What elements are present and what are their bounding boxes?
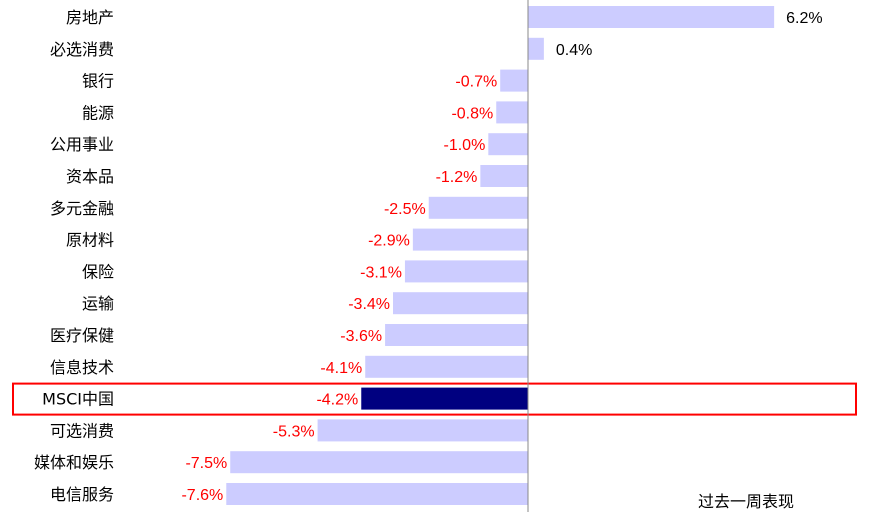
value-label: -1.2% bbox=[436, 169, 478, 186]
bar bbox=[365, 355, 528, 378]
value-label: -0.8% bbox=[451, 105, 493, 122]
category-label: 公用事业 bbox=[50, 135, 114, 154]
chart-note: 过去一周表现 bbox=[698, 492, 795, 511]
value-label: -3.6% bbox=[340, 328, 382, 345]
highlight-box bbox=[12, 382, 857, 416]
value-label: -7.6% bbox=[181, 487, 223, 504]
value-label: -2.5% bbox=[384, 201, 426, 218]
category-label: 医疗保健 bbox=[50, 326, 114, 345]
value-label: -0.7% bbox=[455, 74, 497, 91]
bar bbox=[226, 483, 528, 505]
category-label: 媒体和娱乐 bbox=[34, 453, 114, 472]
value-label: -2.9% bbox=[368, 233, 410, 250]
highlight-bar bbox=[361, 387, 528, 410]
bar bbox=[528, 37, 544, 60]
bar bbox=[428, 196, 528, 219]
category-label: 资本品 bbox=[66, 167, 114, 186]
bar bbox=[488, 133, 528, 156]
category-label: 电信服务 bbox=[50, 485, 114, 504]
category-label: MSCI中国 bbox=[42, 390, 114, 409]
bar bbox=[393, 292, 528, 315]
bar bbox=[404, 260, 528, 283]
category-label: 保险 bbox=[82, 262, 114, 281]
bar bbox=[385, 324, 528, 346]
value-label: -3.4% bbox=[348, 296, 390, 313]
category-label: 多元金融 bbox=[50, 199, 114, 218]
bar bbox=[528, 6, 775, 28]
bar bbox=[230, 451, 528, 474]
bar bbox=[500, 69, 528, 92]
bar bbox=[412, 228, 528, 251]
value-label: -1.0% bbox=[444, 137, 486, 154]
value-label: -3.1% bbox=[360, 264, 402, 281]
value-label: -5.3% bbox=[273, 423, 315, 440]
category-label: 房地产 bbox=[66, 8, 114, 27]
category-label: 能源 bbox=[82, 103, 114, 122]
category-label: 可选消费 bbox=[50, 421, 114, 440]
category-label: 银行 bbox=[82, 72, 114, 91]
category-label: 运输 bbox=[82, 294, 114, 313]
value-label: 0.4% bbox=[556, 42, 592, 59]
bar bbox=[496, 101, 528, 124]
bar bbox=[480, 165, 528, 187]
value-label: -4.1% bbox=[320, 360, 362, 377]
value-label: 6.2% bbox=[786, 10, 822, 27]
category-label: 信息技术 bbox=[50, 358, 114, 377]
category-label: 必选消费 bbox=[50, 40, 114, 59]
bar bbox=[317, 419, 528, 442]
category-label: 原材料 bbox=[66, 231, 114, 250]
value-label: -7.5% bbox=[185, 455, 227, 472]
value-label: -4.2% bbox=[316, 392, 358, 409]
